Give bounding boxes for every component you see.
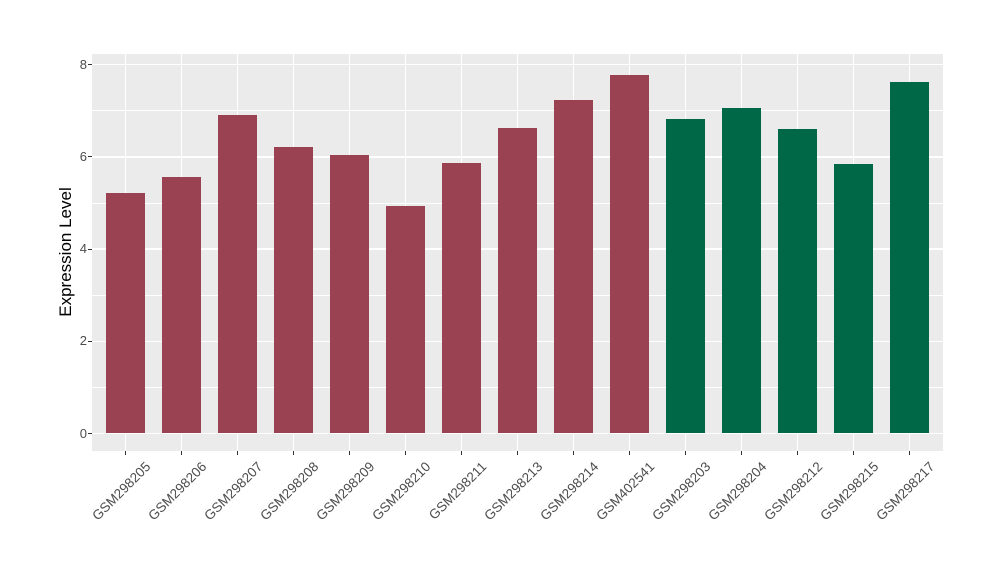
x-tick-label-GSM402541: GSM402541	[593, 459, 658, 524]
x-tick-label-GSM298204: GSM298204	[705, 459, 770, 524]
plot-panel	[92, 54, 943, 451]
x-tick-mark-GSM298206	[181, 451, 183, 455]
y-tick-mark-0	[88, 432, 92, 435]
bar-GSM402541	[610, 75, 650, 434]
y-tick-mark-4	[88, 248, 92, 250]
x-tick-mark-GSM298211	[461, 451, 463, 455]
y-tick-mark-6	[88, 156, 92, 158]
bar-GSM298217	[890, 82, 930, 434]
bar-GSM298213	[498, 127, 538, 434]
x-tick-mark-GSM298208	[293, 451, 295, 455]
x-tick-mark-GSM298217	[909, 451, 911, 455]
x-tick-mark-GSM298214	[573, 451, 575, 455]
bar-GSM298209	[330, 155, 370, 434]
x-tick-label-GSM298211: GSM298211	[425, 459, 490, 523]
bar-GSM298215	[834, 164, 874, 434]
x-tick-label-GSM298203: GSM298203	[649, 459, 714, 524]
x-tick-mark-GSM298212	[797, 451, 799, 455]
x-tick-label-GSM298215: GSM298215	[817, 459, 882, 524]
x-tick-label-GSM298210: GSM298210	[369, 459, 434, 524]
x-tick-mark-GSM298215	[853, 451, 855, 455]
bar-GSM298207	[218, 115, 258, 434]
x-tick-mark-GSM298209	[349, 451, 351, 455]
bar-GSM298206	[162, 176, 202, 434]
x-tick-mark-GSM298203	[685, 451, 687, 455]
x-tick-mark-GSM298204	[741, 451, 743, 455]
x-tick-label-GSM298212: GSM298212	[761, 459, 826, 524]
x-tick-label-GSM298207: GSM298207	[201, 459, 266, 524]
x-tick-label-GSM298217: GSM298217	[873, 459, 938, 524]
y-tick-label-8: 8	[79, 56, 87, 72]
x-tick-mark-GSM402541	[629, 451, 631, 455]
y-tick-mark-8	[88, 64, 92, 66]
y-tick-label-4: 4	[79, 241, 87, 257]
x-tick-label-GSM298208: GSM298208	[257, 459, 322, 524]
bar-GSM298211	[442, 162, 482, 434]
x-tick-label-GSM298205: GSM298205	[89, 459, 154, 524]
y-tick-label-6: 6	[79, 148, 87, 164]
x-tick-mark-GSM298207	[237, 451, 239, 455]
bar-GSM298203	[666, 118, 706, 434]
x-tick-label-GSM298209: GSM298209	[313, 459, 378, 524]
x-tick-label-GSM298206: GSM298206	[145, 459, 210, 524]
bar-GSM298205	[106, 193, 146, 434]
bar-GSM298210	[386, 206, 426, 434]
x-tick-mark-GSM298210	[405, 451, 407, 455]
x-tick-mark-GSM298205	[125, 451, 127, 455]
bar-GSM298214	[554, 100, 594, 434]
y-tick-mark-2	[88, 340, 92, 342]
y-tick-label-2: 2	[79, 333, 87, 349]
bar-GSM298208	[274, 146, 314, 434]
bar-GSM298212	[778, 129, 818, 434]
x-tick-label-GSM298214: GSM298214	[537, 459, 602, 524]
x-tick-mark-GSM298213	[517, 451, 519, 455]
bar-GSM298204	[722, 107, 762, 434]
y-tick-label-0: 0	[79, 425, 87, 441]
x-tick-label-GSM298213: GSM298213	[481, 459, 546, 524]
